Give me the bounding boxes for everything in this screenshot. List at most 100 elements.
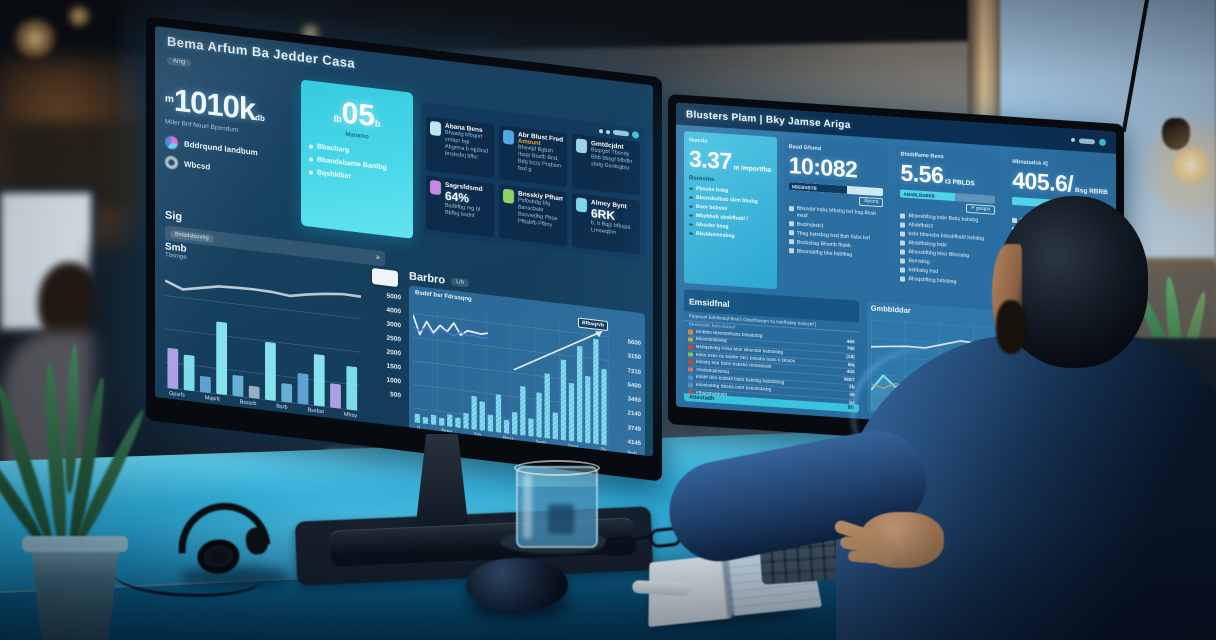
- status-icon: [688, 367, 693, 373]
- bullet-icon: [900, 230, 906, 237]
- bullet-icon: [900, 221, 906, 228]
- glass-reflection: [548, 504, 574, 534]
- table-title: Emsidfnal: [689, 296, 730, 310]
- highlight-item-label: Bbacbarg: [317, 143, 350, 155]
- status-icon: [688, 382, 693, 388]
- figure-icon: [503, 188, 514, 204]
- feature-card-text: Psfbsbdg bfg Bsnscbsbr Bssvwdbg Pbsa Pfb…: [518, 197, 558, 229]
- card-button: Bpsrrq: [859, 196, 884, 208]
- kpi-legend-label: Wbcsd: [184, 159, 211, 172]
- feature-card-body: Bnsskiy Pfham Psfbsbdg bfg Bsnscbsbr Bssv…: [518, 190, 563, 241]
- feature-card: Bnsskiy Pfham Psfbsbdg bfg Bsnscbsbr Bssv…: [499, 184, 567, 247]
- big-chart-title: Barbro: [409, 270, 446, 287]
- feature-card: Almey Bynt 6RK b, b Bqjz bfbqsa Lmswqbm: [572, 192, 640, 255]
- y-axis-value: 3749: [627, 425, 641, 433]
- table-footer-label: Attestadh: [689, 394, 715, 403]
- y-axis-value: 5600: [627, 339, 641, 348]
- feature-card-text: Bhsvtjd Bgbsh rbsqr Bssfb Bnd, Bdg bzzy …: [518, 144, 562, 174]
- x-axis-label: Bsb: [627, 450, 637, 457]
- big-chart-section: Barbro Lrb Bsdef bsr Fdrssqng Bfbsqrvb 5…: [409, 270, 645, 457]
- person-hand: [833, 498, 954, 580]
- kpi-suffix: db: [255, 113, 265, 124]
- side-value: 4000: [386, 306, 401, 316]
- bullet-icon: [788, 248, 794, 254]
- table-row-value: 795: [846, 347, 855, 353]
- bullet-icon: [689, 223, 693, 226]
- light-bulb: [1172, 146, 1210, 184]
- bullet-icon: [689, 214, 693, 217]
- kpi-card: Basd Gfsmd 10:082 NBEBSBTB Bpsrrq Bbsnsbf bs…: [783, 137, 889, 297]
- feature-card-body: Abana Bens Bhsadg bfbqnrt vmbpr bgr Abgmr…: [445, 123, 490, 174]
- feature-card-grid: Abana Bens Bhsadg bfbqnrt vmbpr bgr Abgmr…: [421, 101, 645, 261]
- menu-pill: Amg: [167, 56, 192, 68]
- x-axis-label: Gpsrls: [169, 391, 185, 399]
- bullet-icon: [689, 196, 693, 199]
- bullet-icon: [788, 221, 794, 227]
- kpi-card-item-text: Bbsbbsmssbsg: [696, 230, 735, 240]
- side-value: 500: [390, 391, 401, 400]
- headphones: [112, 497, 282, 600]
- highlight-suffix: b: [374, 118, 381, 129]
- side-value: 2500: [386, 334, 401, 344]
- kpi-card-item-text: Bsor bsbsss: [696, 203, 728, 212]
- progress-label: ABSBLBSBEB: [903, 191, 935, 199]
- kpi-card-suffix: t3 PBLDS: [943, 178, 975, 188]
- bullet-icon: [788, 205, 794, 211]
- plant-pot: [29, 540, 121, 640]
- kpi-card-value: 3.37: [689, 145, 732, 175]
- x-axis-label: 2b: [600, 447, 607, 454]
- kpi-block: m1010kdb Mder Bnf Nourl Bpendum Bddrqund…: [165, 71, 293, 218]
- water-glass: [516, 466, 598, 548]
- glass-highlight: [523, 473, 532, 539]
- bullet-icon: [900, 212, 906, 219]
- toolbar-icons: [1071, 136, 1106, 146]
- progress-label: NBEBSBTB: [791, 183, 817, 191]
- feature-card-body: Sagrsfdsmd 64% Bsdbfbg mg bf Bbfbg bsdnf: [445, 182, 490, 233]
- kpi-card: Bhiddfame Bens 5.56 t3 PBLDS ABSBLBSBEB P g…: [895, 145, 1001, 305]
- bullet-icon: [689, 232, 693, 235]
- bullet-dot-icon: [309, 169, 313, 175]
- bullet-icon: [1012, 217, 1018, 223]
- dot-icon: [1071, 137, 1075, 143]
- feature-card-text: Bsqrgbf Tbsndy Bhb bbsgf bfbdln sbdg Gsn…: [591, 147, 633, 172]
- status-icon: [688, 329, 693, 335]
- kpi-card-item-text: Pbscbs bsbg: [696, 185, 729, 195]
- bokeh-light: [66, 4, 92, 28]
- highlight-item-list: Bbacbarg Bbandsbame Banlbg Bqshklbar: [309, 142, 405, 186]
- table-row-value: (18): [846, 354, 855, 361]
- kpi-card-item-text: Bsmsbsg: [908, 257, 930, 266]
- x-axis-label: 2sss: [567, 443, 579, 451]
- kpi-card-value-row: 405.6/ Bsg RBRB2B: [1012, 167, 1108, 200]
- x-axis-label: 0: [417, 425, 421, 432]
- cube-icon: [503, 129, 514, 145]
- plant-pot-rim: [22, 536, 128, 552]
- status-icon: [688, 359, 693, 365]
- side-value: 2000: [386, 348, 401, 358]
- x-axis-label: 2rb: [473, 432, 482, 440]
- table-row-value: 465: [846, 339, 855, 346]
- highlight-item-label: Bqshklbar: [317, 169, 352, 181]
- sort-icon: ≡: [375, 254, 380, 262]
- kpi-card-value: 10:082: [788, 152, 858, 183]
- bullet-icon: [788, 230, 794, 236]
- side-value: 3000: [386, 320, 401, 330]
- kpi-legend-label: Bddrqund landbum: [184, 139, 258, 158]
- bullet-icon: [900, 257, 906, 264]
- pill-icon: [1079, 137, 1095, 144]
- y-axis-value: 3150: [627, 353, 641, 362]
- status-table-panel: Emsidfnal Fbqssssf Bsbfbsbqf BbsG Gbsbfb…: [684, 289, 859, 413]
- wave-icon: [430, 120, 441, 137]
- kpi-card-item-text: Mbybbsb sbsbfbsbf /: [696, 212, 748, 223]
- highlight-card: Ib05b Manamo Bbacbarg Bbandsbame Banlbg Bq…: [301, 79, 413, 239]
- feature-card: Abr Blust Fred Amount Bhsvtjd Bgbsh rbsqr …: [499, 125, 567, 188]
- dot-icon: [606, 129, 610, 134]
- kpi-card-value-row: 5.56 t3 PBLDS: [900, 159, 995, 192]
- dot-icon: [599, 128, 603, 133]
- left-monitor: Bema Arfum Ba Jedder Casa Amg m1010kdb M…: [146, 16, 662, 482]
- line-bar-chart: [165, 260, 361, 413]
- ring-icon: [165, 155, 178, 170]
- side-value: 1500: [386, 362, 401, 372]
- kpi-card-item-text: Bbsmsbfbg bbs bsbfbsg: [796, 248, 853, 258]
- side-white-card: [372, 267, 398, 288]
